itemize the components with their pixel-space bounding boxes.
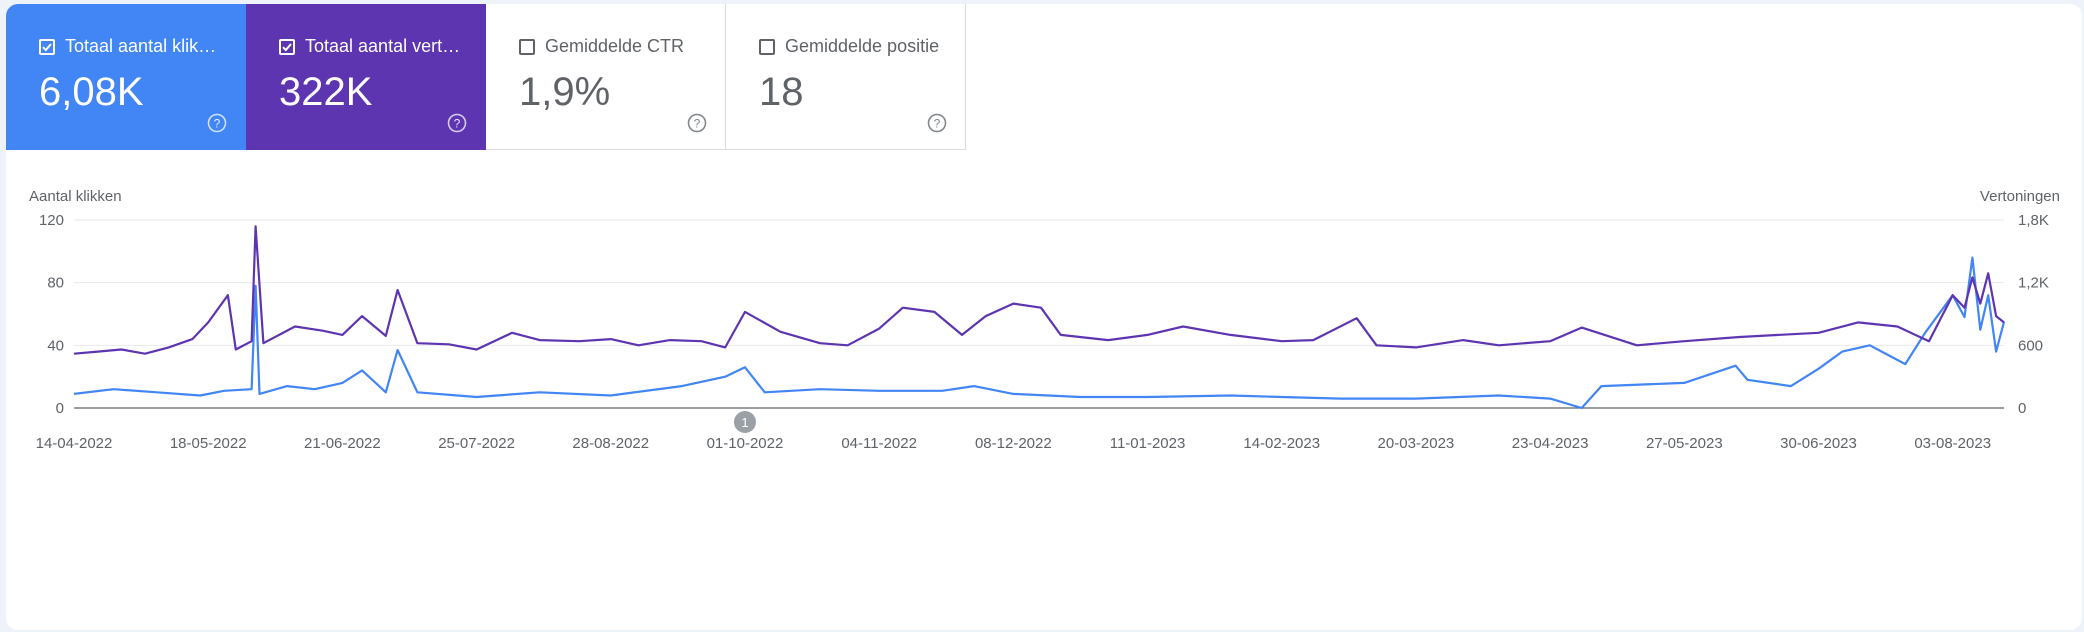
tile-label: Gemiddelde positie bbox=[785, 36, 940, 56]
checkbox-checked-icon[interactable] bbox=[279, 38, 295, 55]
x-tick-label: 18-05-2022 bbox=[170, 435, 247, 452]
tile-total-clicks[interactable]: Totaal aantal klik… 6,08K ? bbox=[6, 4, 246, 150]
performance-chart[interactable]: Aantal klikken Vertoningen 0 40 80 120 0 600… bbox=[6, 164, 2082, 614]
x-tick-label: 01-10-2022 bbox=[707, 435, 784, 452]
y-axis-left-ticks: 0 40 80 120 bbox=[39, 212, 64, 417]
help-icon[interactable]: ? bbox=[687, 113, 707, 133]
tile-label: Totaal aantal vert… bbox=[305, 36, 461, 56]
tile-average-ctr[interactable]: Gemiddelde CTR 1,9% ? bbox=[486, 4, 726, 150]
x-tick-label: 04-11-2022 bbox=[841, 435, 917, 452]
y-right-tick-label: 600 bbox=[2018, 337, 2043, 354]
help-icon[interactable]: ? bbox=[927, 113, 947, 133]
x-tick-label: 28-08-2022 bbox=[572, 435, 649, 452]
performance-card: Totaal aantal klik… 6,08K ? Totaal aanta… bbox=[6, 4, 2082, 630]
svg-text:?: ? bbox=[934, 117, 941, 131]
x-axis-ticks: 14-04-2022 18-05-2022 21-06-2022 25-07-2022… bbox=[36, 435, 1991, 452]
impressions-series-line bbox=[73, 225, 2005, 355]
annotation-marker[interactable]: 1 bbox=[733, 411, 756, 433]
y-left-tick-label: 80 bbox=[47, 275, 64, 292]
svg-text:?: ? bbox=[694, 117, 701, 131]
y-right-tick-label: 1,8K bbox=[2018, 212, 2049, 229]
x-tick-label: 11-01-2023 bbox=[1110, 435, 1186, 452]
y-right-tick-label: 0 bbox=[2018, 400, 2026, 417]
x-tick-label: 08-12-2022 bbox=[975, 435, 1052, 452]
help-icon[interactable]: ? bbox=[207, 113, 227, 133]
x-tick-label: 14-02-2023 bbox=[1243, 435, 1320, 452]
y-axis-right-ticks: 0 600 1,2K 1,8K bbox=[2018, 212, 2049, 417]
metric-tiles: Totaal aantal klik… 6,08K ? Totaal aanta… bbox=[6, 4, 966, 150]
help-icon[interactable]: ? bbox=[447, 113, 467, 133]
clicks-series-line bbox=[73, 256, 2006, 410]
x-tick-label: 27-05-2023 bbox=[1646, 435, 1723, 452]
x-tick-label: 21-06-2022 bbox=[304, 435, 381, 452]
svg-text:?: ? bbox=[454, 117, 461, 131]
tile-label: Gemiddelde CTR bbox=[545, 36, 685, 56]
checkbox-unchecked-icon[interactable] bbox=[759, 38, 775, 55]
tile-label: Totaal aantal klik… bbox=[65, 36, 217, 56]
annotation-circle[interactable] bbox=[733, 411, 756, 433]
annotation-label: 1 bbox=[741, 415, 748, 430]
checkbox-unchecked-icon[interactable] bbox=[519, 38, 535, 55]
x-tick-label: 25-07-2022 bbox=[438, 435, 515, 452]
x-tick-label: 23-04-2023 bbox=[1512, 435, 1589, 452]
y-right-tick-label: 1,2K bbox=[2018, 275, 2049, 292]
tile-average-position[interactable]: Gemiddelde positie 18 ? bbox=[726, 4, 966, 150]
series-lines bbox=[73, 225, 2006, 410]
x-tick-label: 03-08-2023 bbox=[1914, 435, 1991, 452]
y-left-tick-label: 120 bbox=[39, 212, 64, 229]
tile-value: 6,08K bbox=[39, 70, 144, 114]
x-tick-label: 30-06-2023 bbox=[1780, 435, 1857, 452]
y-axis-right-title: Vertoningen bbox=[1980, 188, 2060, 205]
checkbox-checked-icon[interactable] bbox=[39, 38, 55, 55]
tile-value: 1,9% bbox=[519, 70, 611, 114]
tile-total-impressions[interactable]: Totaal aantal vert… 322K ? bbox=[246, 4, 486, 150]
tile-value: 322K bbox=[279, 70, 373, 114]
x-tick-label: 14-04-2022 bbox=[36, 435, 113, 452]
y-left-tick-label: 0 bbox=[56, 400, 64, 417]
x-tick-label: 20-03-2023 bbox=[1378, 435, 1455, 452]
y-axis-left-title: Aantal klikken bbox=[29, 188, 122, 205]
grid-lines bbox=[74, 219, 2004, 409]
svg-text:?: ? bbox=[214, 117, 221, 131]
tile-value: 18 bbox=[759, 70, 804, 114]
y-left-tick-label: 40 bbox=[47, 337, 64, 354]
